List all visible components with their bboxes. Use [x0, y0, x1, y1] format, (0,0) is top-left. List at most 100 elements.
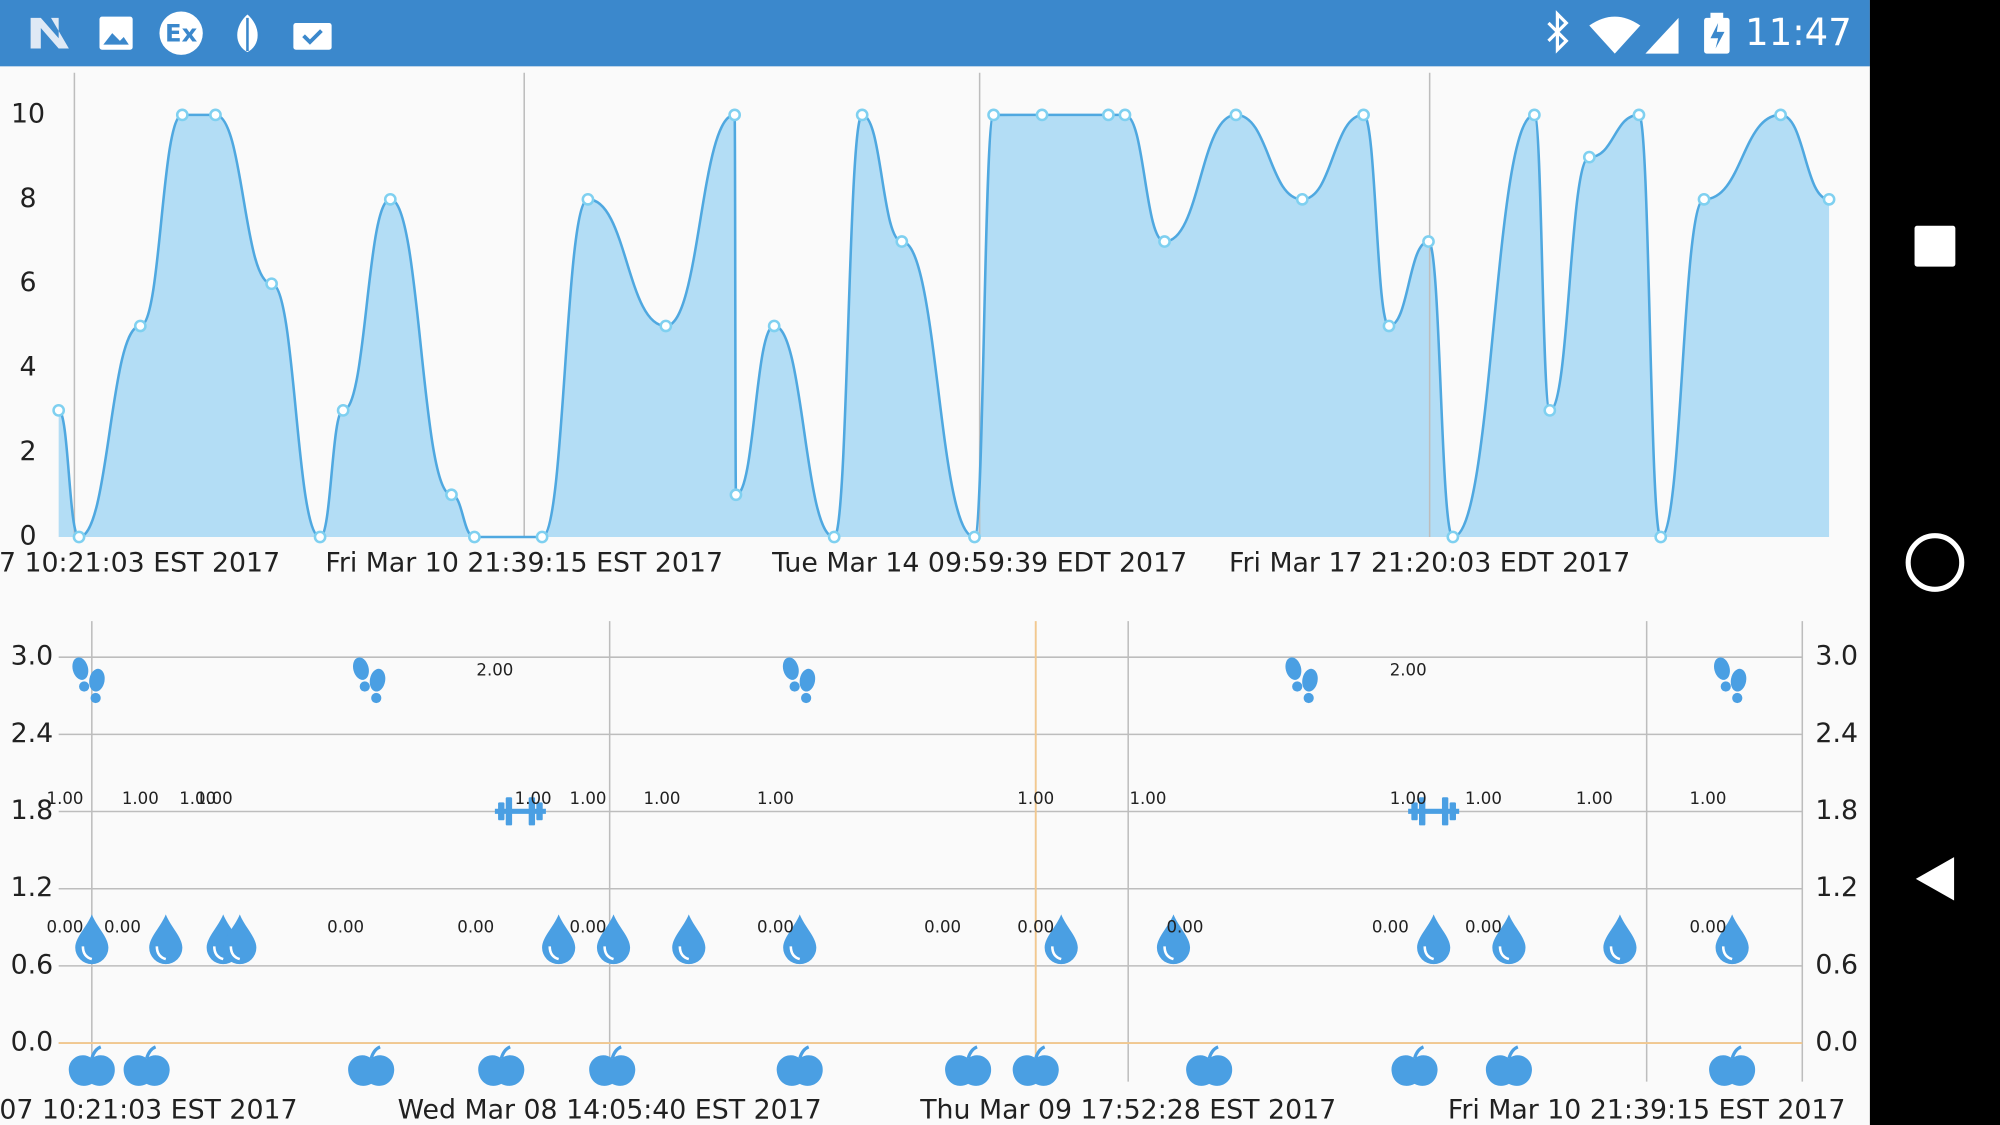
point	[1118, 108, 1132, 122]
footprint	[369, 668, 386, 692]
footprint	[89, 668, 105, 692]
drop-marker	[596, 914, 631, 965]
value-label: 0.00	[1017, 918, 1054, 937]
apple-shape	[348, 1055, 395, 1086]
point	[827, 530, 841, 544]
value-label: 0.00	[327, 918, 364, 937]
point	[133, 319, 147, 333]
drop-shine	[1498, 946, 1510, 961]
apple-marker	[776, 1045, 823, 1086]
drop-shine	[1609, 946, 1621, 961]
value-label: 1.00	[196, 789, 233, 808]
dumbbell-weight	[528, 797, 536, 826]
dumbbell-weight	[536, 802, 543, 821]
x-tick-label: Fri Mar 10 21:39:15 EST 2017	[325, 547, 723, 578]
drop-shine	[678, 946, 690, 961]
bluetooth-icon	[1547, 10, 1569, 54]
y-tick-label: 1.2	[11, 872, 54, 903]
apple-marker	[478, 1045, 525, 1086]
point	[1774, 108, 1787, 122]
area-fill	[58, 114, 1830, 537]
value-label: 0.00	[47, 918, 84, 937]
dumbbell-bar	[1408, 808, 1460, 814]
x-tick-label: Tue Mar 14 09:59:39 EDT 2017	[771, 547, 1187, 578]
value-label: 0.00	[104, 918, 141, 937]
apple-shape	[123, 1055, 170, 1086]
point	[1035, 108, 1049, 122]
apple-shape	[589, 1055, 636, 1086]
drop-marker	[1715, 914, 1749, 965]
y2-tick-label: 2.4	[1815, 718, 1858, 749]
drop-shine	[1721, 946, 1733, 961]
point	[729, 488, 743, 502]
value-label: 2.00	[476, 661, 513, 680]
apple-shape	[1485, 1055, 1532, 1086]
dumbbell-weight	[1418, 797, 1426, 826]
drop-marker	[1492, 914, 1526, 965]
charts: Tue Mar 07 10:21:03 EST 2017 Fri Mar 10 2…	[0, 72, 1858, 1125]
value-label: 1.00	[122, 789, 159, 808]
point	[1697, 192, 1711, 206]
drop-shine	[548, 946, 560, 961]
apple-stem	[1730, 1045, 1742, 1059]
clock: 11:47	[1745, 11, 1852, 54]
value-label: 1.00	[1689, 789, 1726, 808]
point	[895, 235, 909, 248]
point	[1543, 403, 1557, 417]
x-tick-label: Thu Mar 09 17:52:28 EST 2017	[919, 1094, 1336, 1125]
point	[1158, 235, 1171, 248]
drop-marker	[149, 914, 183, 965]
apple-marker	[945, 1045, 992, 1086]
y-tick-label: 0.6	[11, 949, 54, 980]
value-label: 0.00	[1166, 918, 1203, 937]
footprint	[1302, 668, 1318, 692]
drop-shine	[229, 946, 241, 961]
apple-stem	[369, 1045, 381, 1059]
apple-marker	[348, 1045, 395, 1086]
overview-button[interactable]	[1914, 225, 1956, 267]
apple-shape	[776, 1055, 823, 1086]
value-label: 0.00	[757, 918, 794, 937]
ex-icon	[159, 11, 203, 55]
value-label: 0.00	[457, 918, 494, 937]
apple-stem	[966, 1045, 978, 1059]
point	[968, 530, 981, 544]
back-button[interactable]	[1915, 857, 1955, 901]
drop-shine	[1051, 946, 1062, 961]
point	[313, 530, 327, 544]
value-label: 1.00	[570, 789, 607, 808]
point	[728, 108, 742, 122]
drop-marker	[1156, 914, 1191, 965]
apple-marker	[1186, 1045, 1233, 1086]
point	[336, 403, 350, 417]
point	[383, 192, 397, 206]
point	[1654, 530, 1668, 544]
apple-stem	[798, 1045, 810, 1059]
x-tick-label: Tue Mar 07 10:21:03 EST 2017	[0, 547, 280, 578]
footprint	[782, 657, 799, 680]
apple-shape	[478, 1055, 525, 1086]
point	[468, 530, 481, 544]
apple-marker	[1485, 1045, 1532, 1086]
drop-marker	[542, 914, 576, 965]
point	[1102, 108, 1115, 122]
point	[1446, 530, 1460, 544]
footprint-heel	[90, 692, 101, 704]
x-tick-label: Wed Mar 08 14:05:40 EST 2017	[398, 1094, 822, 1125]
value-label: 1.00	[47, 789, 84, 808]
value-label: 0.00	[924, 918, 961, 937]
steps-marker	[352, 657, 386, 704]
y-tick-label: 4	[20, 352, 37, 383]
value-label: 1.00	[179, 789, 216, 808]
value-label: 0.00	[1465, 918, 1502, 937]
point	[1822, 192, 1836, 206]
home-button[interactable]	[1905, 533, 1965, 592]
value-label: 1.00	[1129, 789, 1166, 808]
x-tick-label: Fri Mar 17 21:20:03 EDT 2017	[1229, 547, 1630, 578]
apple-shape	[1186, 1055, 1233, 1086]
point	[175, 108, 189, 122]
apple-stem	[1207, 1045, 1219, 1059]
drop-shine	[789, 946, 801, 961]
value-label: 1.00	[1390, 789, 1427, 808]
gallery-icon	[99, 16, 133, 50]
